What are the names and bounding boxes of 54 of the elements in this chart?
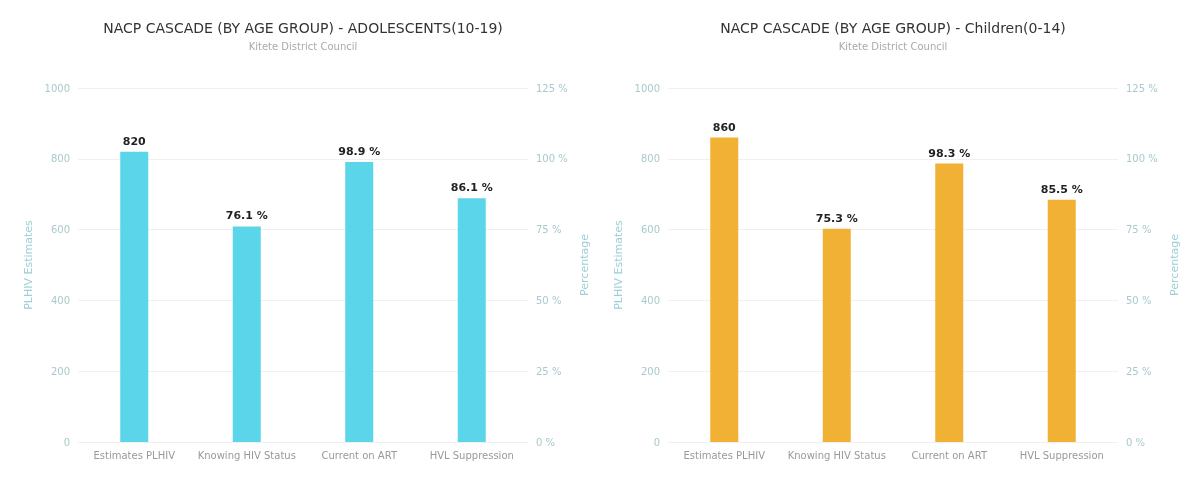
y2-tick-label: 0 % — [536, 436, 556, 448]
y2-tick-label: 100 % — [1126, 153, 1158, 165]
y2-tick-label: 0 % — [1126, 436, 1146, 448]
y2-tick-label: 50 % — [1126, 294, 1152, 306]
y2-axis-title: Percentage — [577, 233, 591, 296]
x-tick-label: Estimates PLHIV — [683, 449, 766, 461]
y-tick-label: 400 — [640, 294, 660, 306]
x-tick-label: Current on ART — [321, 449, 398, 461]
y-tick-label: 200 — [640, 365, 660, 377]
bar — [822, 228, 851, 442]
y2-tick-label: 100 % — [536, 153, 568, 165]
y-tick-label: 800 — [50, 153, 70, 165]
y-axis-title: PLHIV Estimates — [21, 219, 35, 310]
y2-axis-title: Percentage — [1167, 233, 1181, 296]
y-axis-title: PLHIV Estimates — [611, 219, 625, 310]
x-tick-label: Current on ART — [911, 449, 988, 461]
y2-tick-label: 75 % — [536, 224, 562, 236]
y-tick-label: 0 — [63, 436, 70, 448]
y-tick-label: 600 — [50, 224, 70, 236]
data-label: 85.5 % — [1040, 182, 1083, 196]
chart-title: NACP CASCADE (BY AGE GROUP) - Children(0-14) — [720, 20, 1066, 36]
x-tick-label: HVL Suppression — [1019, 449, 1104, 461]
data-label: 75.3 % — [815, 211, 858, 225]
x-tick-label: Knowing HIV Status — [787, 449, 886, 461]
data-label: 98.3 % — [928, 146, 971, 160]
bar — [345, 161, 374, 442]
y2-tick-label: 125 % — [1126, 82, 1158, 94]
y-tick-label: 600 — [640, 224, 660, 236]
y-tick-label: 0 — [653, 436, 660, 448]
bar — [935, 163, 964, 442]
y2-tick-label: 125 % — [536, 82, 568, 94]
data-label: 820 — [122, 134, 147, 148]
y2-tick-label: 25 % — [1126, 365, 1152, 377]
data-label: 860 — [712, 120, 737, 134]
y-tick-label: 1000 — [44, 82, 70, 94]
x-tick-label: Knowing HIV Status — [197, 449, 296, 461]
chart-subtitle: Kitete District Council — [838, 40, 948, 52]
data-label: 76.1 % — [225, 209, 268, 223]
y-tick-label: 1000 — [634, 82, 660, 94]
bar — [1047, 199, 1076, 442]
data-label: 98.9 % — [338, 144, 381, 158]
chart-title: NACP CASCADE (BY AGE GROUP) - ADOLESCENTS(10-19) — [103, 20, 503, 36]
chart-subtitle: Kitete District Council — [248, 40, 358, 52]
x-tick-label: HVL Suppression — [429, 449, 514, 461]
y-tick-label: 200 — [50, 365, 70, 377]
bar — [457, 198, 486, 442]
y2-tick-label: 75 % — [1126, 224, 1152, 236]
y2-tick-label: 25 % — [536, 365, 562, 377]
y-tick-label: 800 — [640, 153, 660, 165]
data-label: 86.1 % — [450, 181, 493, 195]
bar — [232, 226, 261, 442]
y2-tick-label: 50 % — [536, 294, 562, 306]
x-tick-label: Estimates PLHIV — [93, 449, 176, 461]
y-tick-label: 400 — [50, 294, 70, 306]
